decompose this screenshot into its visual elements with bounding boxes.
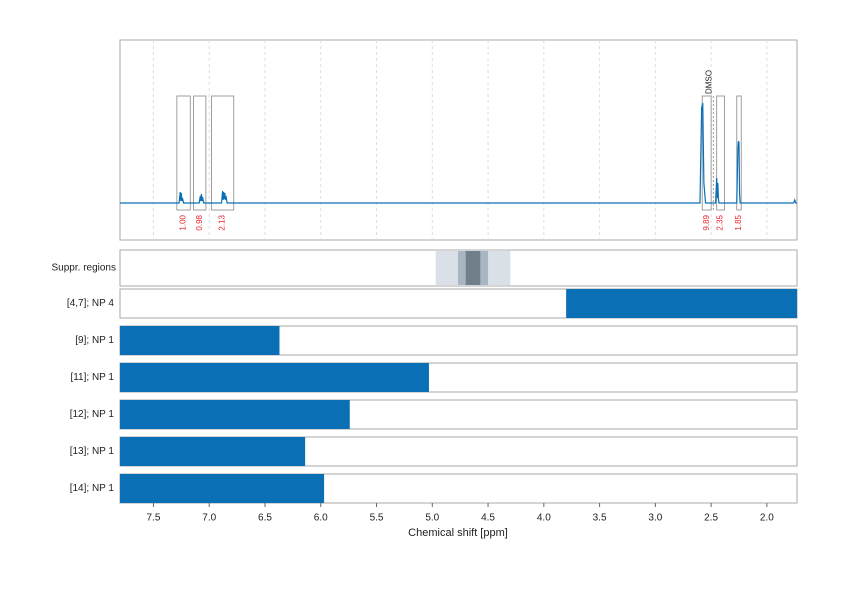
x-tick-label: 7.5 xyxy=(147,513,161,524)
range-bar xyxy=(566,289,797,318)
range-bar xyxy=(120,400,350,429)
range-bar xyxy=(120,437,306,466)
integral-label: 0.98 xyxy=(195,214,204,230)
x-tick-label: 5.0 xyxy=(425,513,439,524)
x-tick-label: 6.5 xyxy=(258,513,272,524)
row-label: [13]; NP 1 xyxy=(70,446,115,457)
range-bar xyxy=(120,363,429,392)
x-tick-label: 6.0 xyxy=(314,513,328,524)
x-tick-label: 3.5 xyxy=(593,513,607,524)
integral-box xyxy=(736,95,742,211)
x-tick-label: 4.0 xyxy=(537,513,551,524)
spectrum-panel xyxy=(119,39,798,241)
x-tick-label: 4.5 xyxy=(481,513,495,524)
row-label: [11]; NP 1 xyxy=(70,372,114,383)
integral-box xyxy=(211,95,235,211)
range-bar xyxy=(120,326,280,355)
x-axis-label: Chemical shift [ppm] xyxy=(408,527,508,539)
row-label: Suppr. regions xyxy=(52,263,117,274)
row-label: [9]; NP 1 xyxy=(75,335,114,346)
integral-label: 2.35 xyxy=(716,214,725,230)
x-tick-label: 7.0 xyxy=(202,513,216,524)
range-bar xyxy=(120,474,325,503)
x-tick-label: 2.5 xyxy=(704,513,718,524)
annotation-label: DMSO xyxy=(704,70,713,94)
x-tick-label: 2.0 xyxy=(760,513,774,524)
integral-label: 1.00 xyxy=(179,214,188,230)
row-label: [14]; NP 1 xyxy=(70,483,115,494)
x-tick-label: 5.5 xyxy=(370,513,384,524)
integral-box xyxy=(176,95,191,211)
integral-label: 9.89 xyxy=(702,214,711,230)
suppression-region xyxy=(465,251,481,285)
x-tick-label: 3.0 xyxy=(648,513,662,524)
spectrum-line xyxy=(120,102,797,204)
integral-box xyxy=(193,95,207,211)
integral-box xyxy=(716,95,725,211)
integral-box xyxy=(701,95,712,211)
integral-label: 2.13 xyxy=(218,214,227,230)
row-label: [4,7]; NP 4 xyxy=(67,298,115,309)
row-label: [12]; NP 1 xyxy=(70,409,115,420)
integral-label: 1.85 xyxy=(734,214,743,230)
